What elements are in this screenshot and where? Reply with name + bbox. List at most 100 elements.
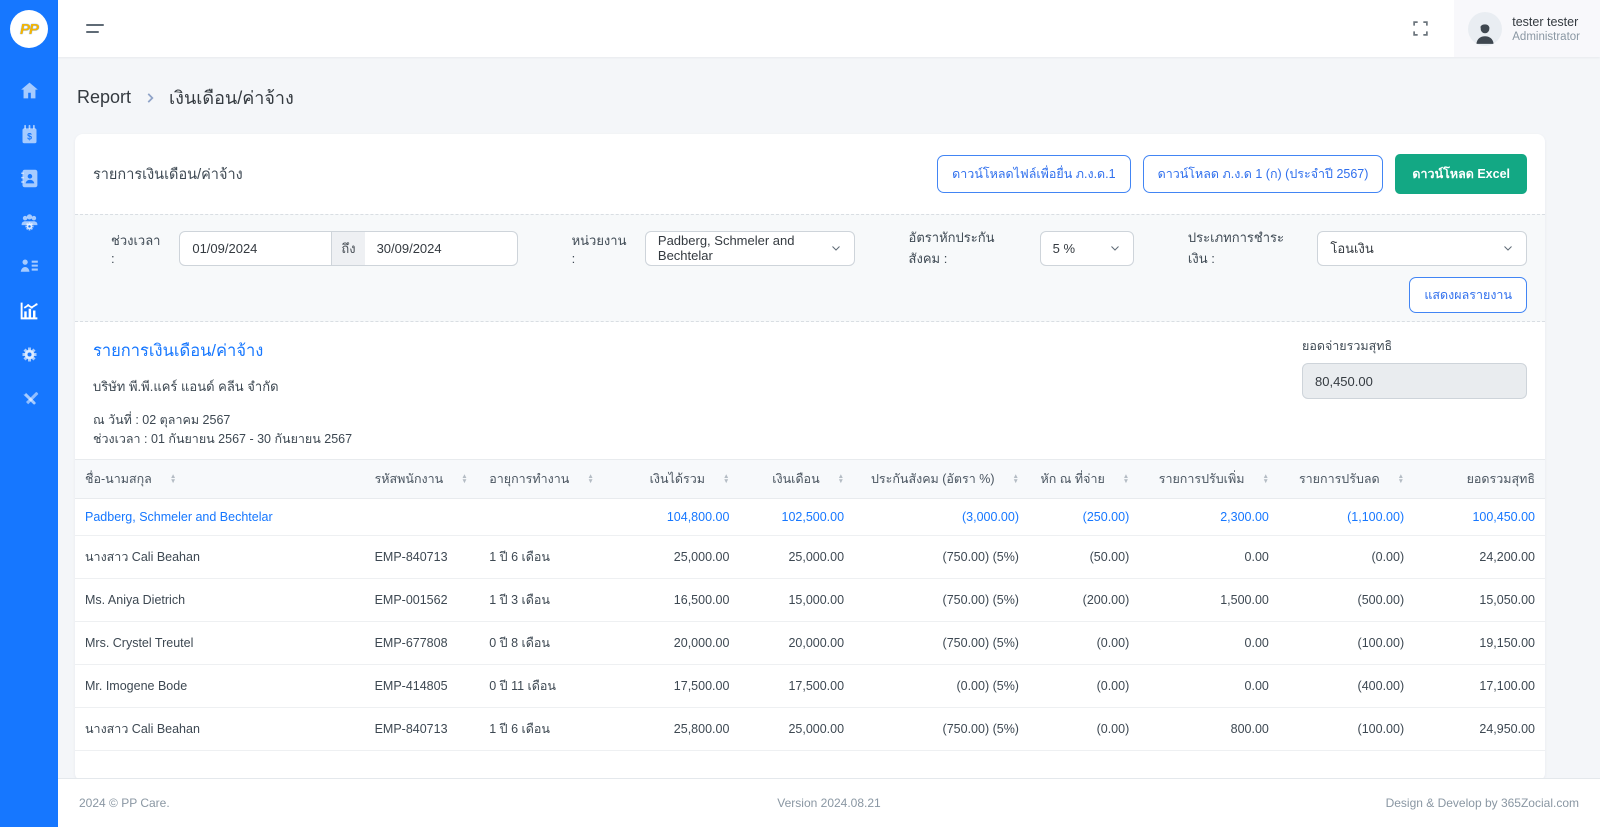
user-list-icon[interactable] [9,246,49,286]
sort-icon[interactable]: ▲ ▼ [461,473,468,485]
department-link[interactable]: Padberg, Schmeler and Bechtelar [75,498,365,536]
sort-icon[interactable]: ▲ ▼ [587,473,594,485]
table-row: Mr. Imogene Bode EMP-414805 0 ปี 11 เดือน 1… [75,664,1545,708]
fullscreen-icon[interactable] [1400,9,1440,49]
department-select[interactable]: Padberg, Schmeler and Bechtelar [644,230,855,266]
cell: 100,450.00 [1414,498,1545,536]
payment-type-select[interactable]: โอนเงิน [1317,230,1528,266]
download-pnd1-button[interactable]: ดาวน์โหลดไฟล์เพื่อยื่น ภ.ง.ด.1 [937,155,1131,193]
sort-icon[interactable]: ▲ ▼ [1122,473,1130,485]
payment-type-label: ประเภทการชำระเงิน : [1187,230,1284,266]
cell: (1,100.00) [1278,498,1415,536]
sort-icon[interactable]: ▲ ▼ [837,473,845,485]
cell: 2,300.00 [1139,498,1279,536]
sidebar-toggle-icon[interactable] [80,18,110,39]
cell: 24,950.00 [1414,707,1545,751]
download-pnd1k-button[interactable]: ดาวน์โหลด ภ.ง.ด 1 (ก) (ประจำปี 2567) [1142,155,1384,193]
column-header-1[interactable]: รหัสพนักงาน ▲ ▼ [364,459,480,499]
calendar-dollar-icon[interactable]: $ [9,114,49,154]
date-to-input[interactable]: 30/09/2024 [364,230,518,266]
cell: 1 ปี 3 เดือน [479,578,625,622]
cell: 17,500.00 [739,664,855,708]
column-header-0[interactable]: ชื่อ-นามสกุล ▲ ▼ [75,459,365,499]
column-label: หัก ณ ที่จ่าย [1040,472,1105,486]
footer-version: Version 2024.08.21 [777,796,881,810]
period-label: ช่วงเวลา : [111,233,161,266]
breadcrumb-root[interactable]: Report [77,87,132,107]
cell: 20,000.00 [739,621,855,665]
cell: 17,500.00 [624,664,740,708]
page-content: Report เงินเดือน/ค่าจ้าง รายการเงินเดือน… [58,57,1600,778]
address-book-icon[interactable] [9,158,49,198]
cell: (750.00) (5%) [854,535,1029,579]
column-header-9: ยอดรวมสุทธิ [1414,459,1545,499]
tools-icon[interactable] [9,378,49,418]
sso-rate-label: อัตราหักประกันสังคม : [908,230,995,266]
cell: 1,500.00 [1139,578,1279,622]
column-header-5[interactable]: ประกันสังคม (อัตรา %) ▲ ▼ [854,459,1029,499]
filter-bar: ช่วงเวลา : 01/09/2024 ถึง 30/09/2024 หน่… [75,214,1545,322]
sort-icon[interactable]: ▲ ▼ [722,473,730,485]
user-menu[interactable]: tester tester Administrator [1454,0,1600,57]
cell: (100.00) [1278,707,1415,751]
gear-icon[interactable] [9,334,49,374]
employee-name: Mrs. Crystel Treutel [75,621,365,665]
user-avatar [1468,11,1503,46]
sort-icon[interactable]: ▲ ▼ [1012,473,1019,485]
column-label: ประกันสังคม (อัตรา %) [870,472,995,486]
cell: 15,000.00 [739,578,855,622]
column-header-2[interactable]: อายุการทำงาน ▲ ▼ [479,459,625,499]
payroll-report-card: รายการเงินเดือน/ค่าจ้าง ดาวน์โหลดไฟล์เพื… [75,134,1545,778]
cell: 102,500.00 [739,498,855,536]
cell: (400.00) [1278,664,1415,708]
employee-name: นางสาว Cali Beahan [75,535,365,579]
date-from-input[interactable]: 01/09/2024 [179,230,333,266]
cell: 25,800.00 [624,707,740,751]
column-label: ชื่อ-นามสกุล [85,472,152,486]
app-logo[interactable]: PP [10,10,48,48]
cell: 17,100.00 [1414,664,1545,708]
cell: (750.00) (5%) [854,707,1029,751]
card-title: รายการเงินเดือน/ค่าจ้าง [93,166,243,183]
column-header-7[interactable]: รายการปรับเพิ่ม ▲ ▼ [1139,459,1279,499]
report-info: รายการเงินเดือน/ค่าจ้าง บริษัท พี.พี.แคร… [75,322,1545,459]
sort-icon[interactable]: ▲ ▼ [1262,473,1269,485]
report-company: บริษัท พี.พี.แคร์ แอนด์ คลีน จำกัด [93,379,279,394]
home-icon[interactable] [9,70,49,110]
cell: (0.00) [1028,621,1140,665]
column-label: เงินเดือน [772,472,820,486]
sort-icon[interactable]: ▲ ▼ [1397,473,1405,485]
column-label: เงินได้รวม [649,472,705,486]
card-header: รายการเงินเดือน/ค่าจ้าง ดาวน์โหลดไฟล์เพื… [75,134,1545,214]
chart-column-icon[interactable] [9,290,49,330]
column-header-6[interactable]: หัก ณ ที่จ่าย ▲ ▼ [1028,459,1140,499]
sso-rate-select[interactable]: 5 % [1039,230,1134,266]
cell: 15,050.00 [1414,578,1545,622]
cell: EMP-677808 [364,621,480,665]
sort-icon[interactable]: ▲ ▼ [169,473,177,485]
sidebar: PP $ [0,0,58,827]
column-header-8[interactable]: รายการปรับลด ▲ ▼ [1278,459,1415,499]
table-header-row: ชื่อ-นามสกุล ▲ ▼ รหัสพนักงาน ▲ ▼ อายุการทำงาน ▲… [75,459,1545,499]
report-period: ช่วงเวลา : 01 กันยายน 2567 - 30 กันยายน … [93,432,353,446]
cell: 20,000.00 [624,621,740,665]
breadcrumb: Report เงินเดือน/ค่าจ้าง [58,57,1600,134]
department-label: หน่วยงาน : [571,233,627,266]
column-header-4[interactable]: เงินเดือน ▲ ▼ [739,459,855,499]
cell: EMP-840713 [364,707,480,751]
date-range-group: 01/09/2024 ถึง 30/09/2024 [179,230,518,266]
user-role: Administrator [1512,30,1580,43]
cell: 104,800.00 [624,498,740,536]
download-excel-button[interactable]: ดาวน์โหลด Excel [1395,154,1527,194]
cell: 1 ปี 6 เดือน [479,707,625,751]
show-report-button[interactable]: แสดงผลรายงาน [1409,277,1527,313]
cell: (750.00) (5%) [854,578,1029,622]
net-total-label: ยอดจ่ายรวมสุทธิ [1302,339,1393,353]
cell: (0.00) [1028,664,1140,708]
users-gear-icon[interactable] [9,202,49,242]
summary-row: Padberg, Schmeler and Bechtelar 104,800.0… [75,498,1545,536]
date-to-separator: ถึง [332,230,365,266]
chevron-down-icon [1111,246,1119,251]
column-header-3[interactable]: เงินได้รวม ▲ ▼ [624,459,740,499]
employee-name: Mr. Imogene Bode [75,664,365,708]
